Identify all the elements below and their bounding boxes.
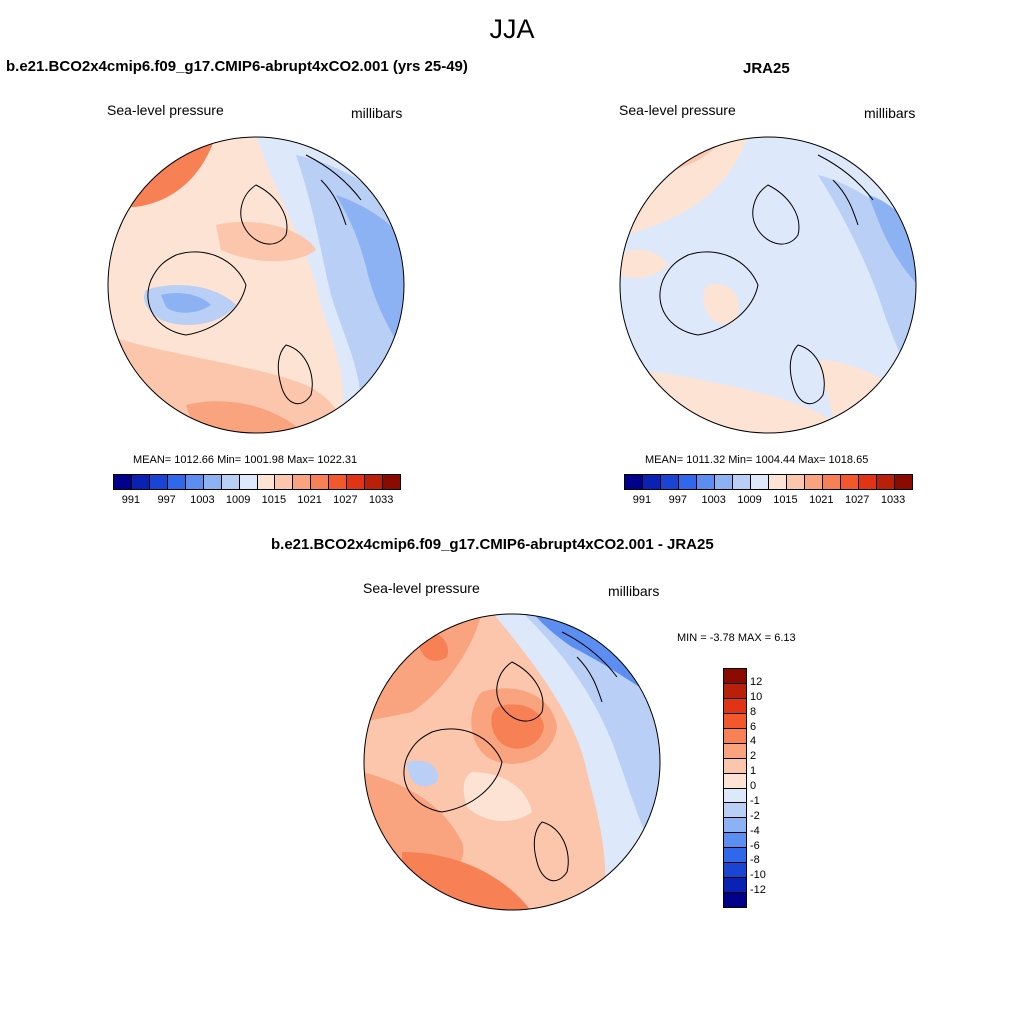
colorbar-swatch xyxy=(724,773,746,789)
colorbar-swatch xyxy=(724,833,746,849)
colorbar-swatch xyxy=(724,758,746,774)
colorbar-swatch xyxy=(365,475,384,489)
colorbar-swatch xyxy=(724,743,746,759)
colorbar-swatch xyxy=(724,683,746,699)
colorbar-tick-label: 997 xyxy=(157,494,176,506)
panel-1-stats: MEAN= 1012.66 Min= 1001.98 Max= 1022.31 xyxy=(133,454,358,466)
colorbar-tick-label: -10 xyxy=(750,869,766,882)
main-title: JJA xyxy=(489,14,535,44)
colorbar-swatch xyxy=(643,475,661,489)
colorbar-swatch xyxy=(383,475,400,489)
colorbar-tick-label: -1 xyxy=(750,794,760,807)
colorbar-tick-label: 0 xyxy=(750,780,757,792)
panel-2-variable-label: Sea-level pressure xyxy=(619,102,736,118)
colorbar-tick-label: 1003 xyxy=(701,494,726,506)
colorbar-tick-label: -12 xyxy=(750,884,766,897)
colorbar-tick-label: 1003 xyxy=(190,494,215,506)
colorbar-swatch xyxy=(877,475,895,489)
panel-3-map xyxy=(363,613,661,911)
colorbar-tick-label: 1015 xyxy=(261,494,287,506)
colorbar-swatch xyxy=(221,475,240,489)
colorbar-tick-label: -8 xyxy=(750,854,760,867)
colorbar-swatch xyxy=(329,475,348,489)
colorbar-tick-label: 8 xyxy=(750,705,757,718)
colorbar-swatch xyxy=(805,475,823,489)
colorbar-swatch xyxy=(895,475,912,489)
panel-2-map xyxy=(619,136,917,434)
panel-3-variable-label: Sea-level pressure xyxy=(363,580,480,596)
colorbar-swatch xyxy=(724,698,746,714)
colorbar-tick-label: 10 xyxy=(750,690,763,703)
colorbar-tick-label: -6 xyxy=(750,839,760,852)
colorbar-swatch xyxy=(149,475,168,489)
panel-3-colorbar-ticks: 12 10 8 6 4 2 1 0 -1 -2 -4 -6 -8 -10 -12 xyxy=(750,668,790,906)
panel-1-title: b.e21.BCO2x4cmip6.f09_g17.CMIP6-abrupt4x… xyxy=(6,58,468,75)
colorbar-tick-label: 1021 xyxy=(809,494,834,506)
colorbar-swatch xyxy=(275,475,294,489)
colorbar-tick-label: -2 xyxy=(750,809,760,822)
panel-2-title: JRA25 xyxy=(743,60,790,77)
panel-1-map xyxy=(107,136,405,434)
colorbar-swatch xyxy=(239,475,258,489)
panel-3-units-label: millibars xyxy=(608,583,660,599)
colorbar-swatch xyxy=(724,713,746,729)
colorbar-swatch xyxy=(724,728,746,744)
colorbar-tick-label: 4 xyxy=(750,735,757,748)
colorbar-swatch xyxy=(203,475,222,489)
colorbar-swatch xyxy=(724,818,746,834)
colorbar-tick-label: 2 xyxy=(750,750,757,763)
colorbar-swatch xyxy=(625,475,643,489)
colorbar-tick-label: 991 xyxy=(121,494,141,506)
colorbar-swatch xyxy=(697,475,715,489)
colorbar-swatch xyxy=(715,475,733,489)
colorbar-swatch xyxy=(724,863,746,879)
colorbar-swatch xyxy=(859,475,877,489)
colorbar-swatch xyxy=(257,475,276,489)
colorbar-swatch xyxy=(841,475,859,489)
colorbar-swatch xyxy=(724,878,746,894)
colorbar-swatch xyxy=(733,475,751,489)
colorbar-swatch xyxy=(751,475,769,489)
panel-3-stats: MIN = -3.78 MAX = 6.13 xyxy=(677,632,796,644)
colorbar-swatch xyxy=(185,475,204,489)
panel-2-stats: MEAN= 1011.32 Min= 1004.44 Max= 1018.65 xyxy=(645,454,869,466)
colorbar-swatch xyxy=(311,475,330,489)
colorbar-swatch xyxy=(347,475,366,489)
colorbar-swatch xyxy=(114,475,132,489)
colorbar-tick-label: 1027 xyxy=(333,494,358,506)
panel-1-variable-label: Sea-level pressure xyxy=(107,102,224,118)
colorbar-swatch xyxy=(823,475,841,489)
panel-3-colorbar xyxy=(723,668,747,908)
colorbar-tick-label: 1009 xyxy=(737,494,762,506)
colorbar-swatch xyxy=(769,475,787,489)
panel-2-colorbar xyxy=(624,474,913,490)
colorbar-tick-label: 1 xyxy=(750,765,757,778)
colorbar-tick-label: 1009 xyxy=(225,494,251,506)
colorbar-swatch xyxy=(724,803,746,819)
panel-1-units-label: millibars xyxy=(351,105,403,121)
colorbar-tick-label: -4 xyxy=(750,824,760,837)
colorbar-swatch xyxy=(787,475,805,489)
colorbar-tick-label: 1027 xyxy=(844,494,870,506)
panel-3-title: b.e21.BCO2x4cmip6.f09_g17.CMIP6-abrupt4x… xyxy=(271,536,714,553)
colorbar-tick-label: 1015 xyxy=(773,494,798,506)
colorbar-swatch xyxy=(293,475,312,489)
colorbar-tick-label: 1021 xyxy=(297,494,322,506)
colorbar-swatch xyxy=(167,475,186,489)
colorbar-swatch xyxy=(661,475,679,489)
colorbar-tick-label: 1033 xyxy=(880,494,906,506)
colorbar-swatch xyxy=(724,669,746,684)
panel-1-colorbar xyxy=(113,474,401,490)
colorbar-swatch xyxy=(724,893,746,907)
panel-2-units-label: millibars xyxy=(864,105,916,121)
colorbar-tick-label: 997 xyxy=(668,494,687,506)
colorbar-tick-label: 991 xyxy=(632,494,652,506)
colorbar-swatch xyxy=(679,475,697,489)
colorbar-swatch xyxy=(724,848,746,864)
colorbar-swatch xyxy=(131,475,150,489)
colorbar-tick-label: 1033 xyxy=(368,494,394,506)
colorbar-tick-label: 6 xyxy=(750,720,757,733)
colorbar-tick-label: 12 xyxy=(750,675,763,688)
colorbar-swatch xyxy=(724,788,746,804)
